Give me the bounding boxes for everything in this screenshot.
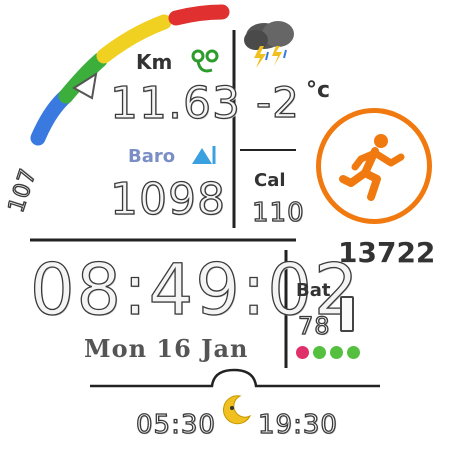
barometer-label: Baro [128,146,176,167]
arc-pointer-icon [72,71,98,100]
mountain-icon [192,146,216,164]
battery-dot [313,346,326,359]
barometer-value: 1098 [109,174,226,225]
battery-dot [330,346,343,359]
battery-dots [296,346,360,359]
distance-value: 11.63 [109,78,241,129]
temperature-unit: °c [306,78,331,103]
battery-dot [347,346,360,359]
date-value: Mon 16 Jan [84,334,249,363]
thunderstorm-icon [244,21,294,68]
arc-segment-red [168,4,230,26]
running-person-icon [339,134,405,201]
sunset-time: 19:30 [257,409,338,440]
calories-label: Cal [254,170,286,191]
steps-value: 13722 [338,236,436,269]
activity-button[interactable] [316,108,432,224]
time-value: 08:49:02 [29,249,361,331]
battery-value: 78 [297,311,331,340]
calories-value: 110 [251,197,305,228]
arc-segment-green [58,52,108,104]
sunrise-time: 05:30 [135,409,216,440]
route-icon [191,49,219,73]
distance-label: Km [136,50,173,74]
battery-icon [340,296,354,332]
arc-segment-yellow [96,14,172,64]
battery-dot [296,346,309,359]
battery-label: Bat [296,280,331,301]
moon-icon [222,395,252,425]
temperature-value: -2 [255,78,300,127]
